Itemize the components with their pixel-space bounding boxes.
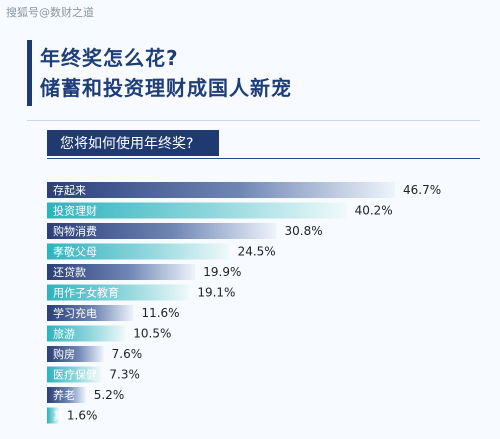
bar-category-label: 医疗保健: [53, 368, 97, 382]
bar-5: [47, 284, 190, 301]
bar-value-label: 40.2%: [355, 204, 393, 218]
bar-category-label: 用作子女教育: [53, 286, 119, 300]
page-title: 年终奖怎么花?: [40, 46, 179, 70]
bar-value-label: 1.6%: [67, 409, 98, 423]
bar-value-label: 30.8%: [285, 224, 323, 238]
page-subtitle: 储蓄和投资理财成国人新宠: [40, 76, 292, 100]
bar-category-label: 养老: [53, 388, 75, 402]
bar-8: [47, 346, 104, 362]
bar-value-label: 5.2%: [94, 388, 125, 402]
bar-10: [47, 387, 86, 403]
bar-value-label: 24.5%: [238, 245, 276, 259]
bar-value-label: 19.9%: [203, 265, 241, 279]
title-divider: [27, 120, 480, 121]
bar-11: [47, 407, 59, 424]
bar-value-label: 10.5%: [133, 327, 171, 341]
bar-category-label: 其他: [53, 410, 75, 423]
watermark: 搜狐号@数财之道: [6, 6, 94, 19]
bar-0: [47, 182, 395, 198]
bar-3: [47, 243, 230, 260]
bar-category-label: 孝敬父母: [53, 246, 97, 259]
question-divider: [47, 158, 480, 159]
bar-9: [47, 366, 102, 383]
bar-7: [47, 325, 126, 342]
bar-value-label: 11.6%: [141, 306, 179, 320]
bar-category-label: 购房: [53, 347, 75, 361]
bar-value-label: 46.7%: [403, 183, 441, 197]
bar-2: [47, 223, 277, 239]
bar-value-label: 19.1%: [197, 286, 235, 300]
bar-category-label: 投资理财: [53, 204, 97, 218]
bar-4: [47, 264, 196, 280]
bar-category-label: 存起来: [53, 183, 86, 197]
bar-1: [47, 202, 347, 219]
bar-category-label: 学习充电: [53, 306, 97, 320]
bar-category-label: 购物消费: [53, 224, 97, 238]
bar-value-label: 7.6%: [112, 347, 143, 361]
survey-question: 您将如何使用年终奖?: [47, 130, 219, 156]
bar-category-label: 还贷款: [53, 265, 86, 279]
bar-category-label: 旅游: [53, 327, 75, 341]
bar-6: [47, 305, 134, 321]
header-accent-bar: [27, 40, 32, 106]
bar-value-label: 7.3%: [109, 368, 140, 382]
